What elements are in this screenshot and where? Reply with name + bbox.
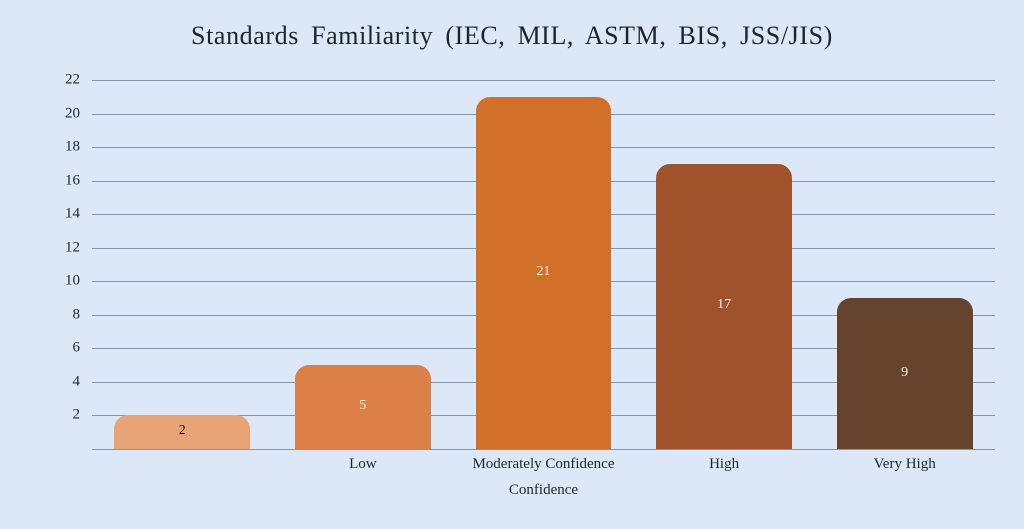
bar[interactable]: 21: [475, 96, 612, 449]
x-axis-tick-label: High: [709, 456, 740, 472]
y-axis-tick-label: 20: [65, 105, 80, 122]
y-axis-tick-label: 14: [65, 205, 80, 222]
y-axis-tick-label: 10: [65, 272, 80, 289]
x-axis-tick-label: Low: [349, 456, 377, 472]
gridline: [92, 80, 995, 81]
y-axis-tick-label: 8: [72, 306, 81, 323]
y-axis-tick-label: 18: [65, 138, 80, 155]
y-axis-tick-label: 4: [72, 373, 81, 390]
bar-value-label: 5: [359, 398, 367, 414]
x-axis-line: [92, 449, 995, 450]
x-axis-tick-label: Moderately Confidence: [472, 456, 615, 472]
y-axis-tick-label: 6: [72, 339, 81, 356]
bar-value-label: 21: [536, 263, 551, 279]
bar-value-label: 2: [178, 423, 186, 439]
y-axis-tick-label: 12: [65, 239, 80, 256]
y-axis-tick-label: 2: [72, 406, 81, 423]
y-axis-tick-label: 22: [65, 71, 80, 88]
bar-value-label: 9: [901, 364, 909, 380]
y-axis-tick-labels: 22 20 18 16 14 12 10 8 6 4 2: [0, 0, 80, 529]
x-axis-tick-label: Very High: [873, 456, 936, 472]
y-axis-tick-label: 16: [65, 172, 80, 189]
bar[interactable]: 9: [836, 298, 973, 449]
plot-area: 2 5 21 17 9: [92, 80, 995, 449]
bar[interactable]: 5: [294, 365, 431, 449]
chart-title: Standards Familiarity (IEC, MIL, ASTM, B…: [191, 21, 833, 50]
bar-value-label: 17: [717, 297, 732, 313]
bar[interactable]: 17: [656, 163, 792, 449]
bar[interactable]: 2: [114, 415, 251, 449]
x-axis-title: Confidence: [508, 482, 579, 498]
